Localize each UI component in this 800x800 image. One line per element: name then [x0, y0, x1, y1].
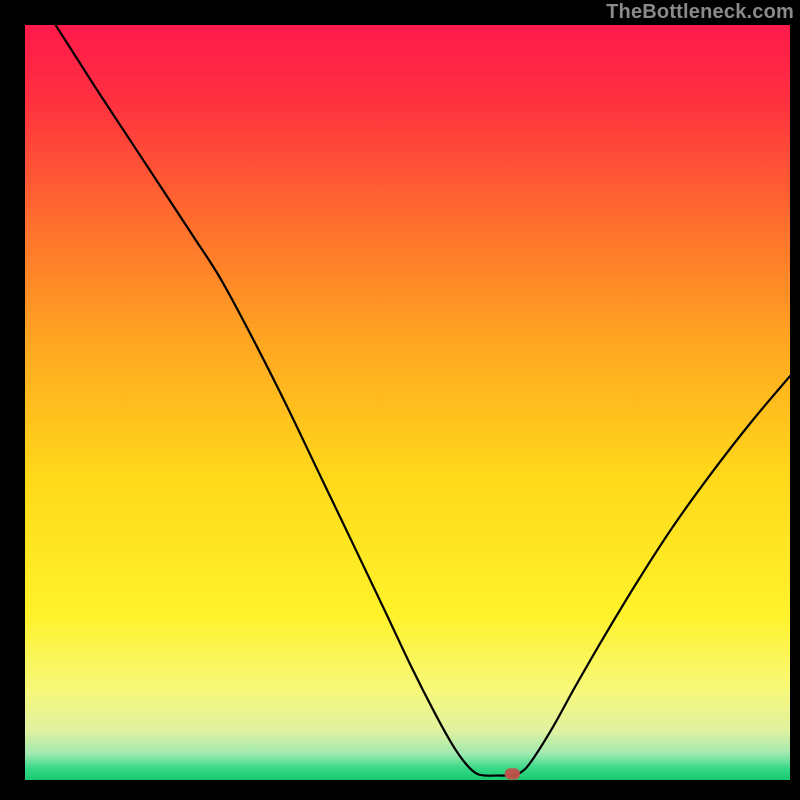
- chart-container: TheBottleneck.com: [0, 0, 800, 800]
- gradient-background: [25, 25, 790, 780]
- plot-area: [25, 25, 790, 780]
- optimal-point-marker: [505, 768, 520, 779]
- bottleneck-chart: [25, 25, 790, 780]
- watermark-text: TheBottleneck.com: [606, 1, 794, 24]
